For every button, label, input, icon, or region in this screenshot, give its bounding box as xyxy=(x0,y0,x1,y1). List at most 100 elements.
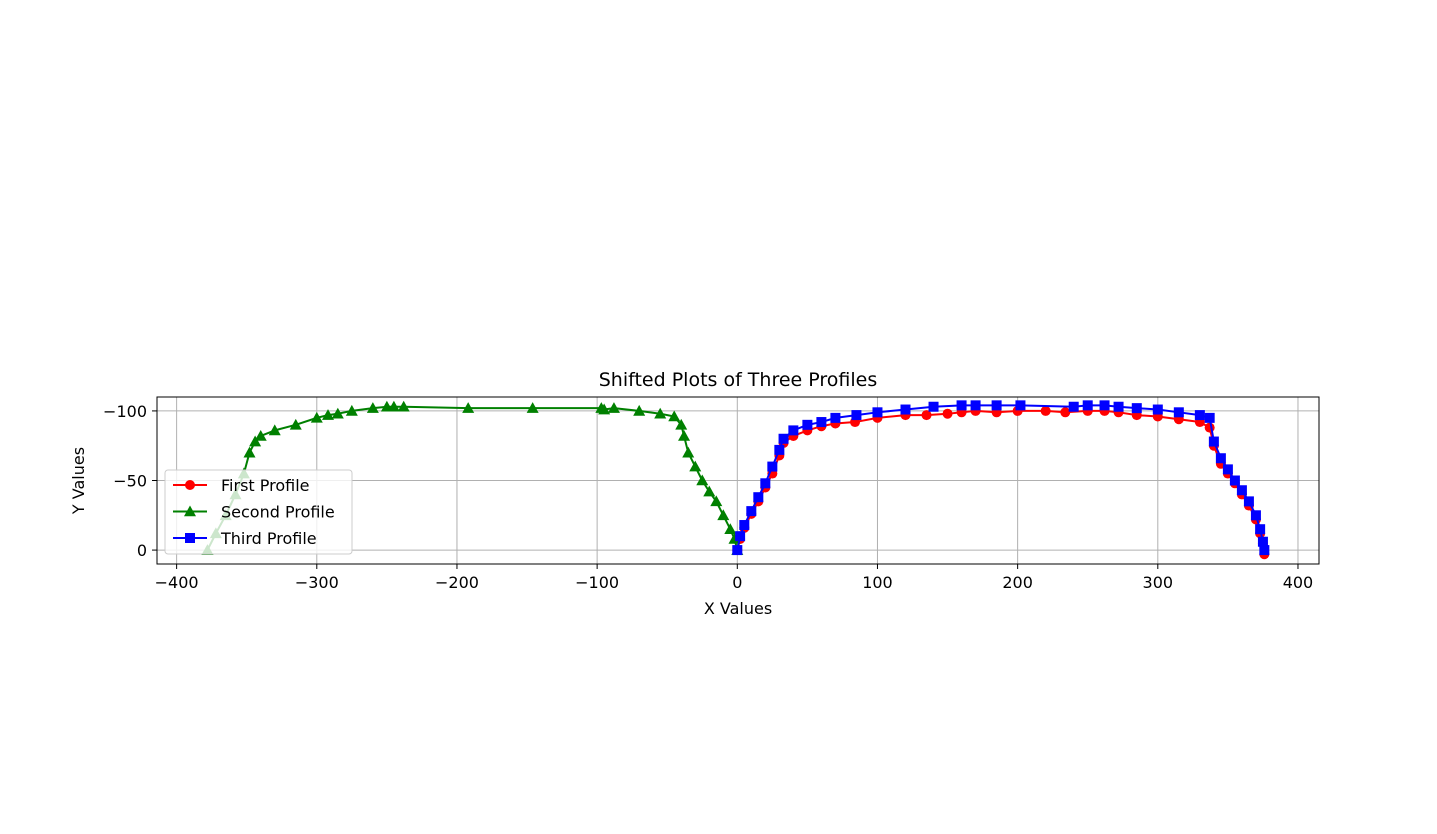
x-tick-label: −400 xyxy=(155,573,199,592)
data-point xyxy=(732,545,743,556)
data-point xyxy=(345,404,358,416)
data-point xyxy=(739,520,750,531)
legend-marker xyxy=(184,505,196,517)
x-tick-label: 200 xyxy=(1002,573,1033,592)
data-point xyxy=(724,523,737,535)
data-point xyxy=(654,407,667,419)
legend: First Profile Second Profile Third Profile xyxy=(164,469,353,555)
legend-label: Second Profile xyxy=(221,503,335,522)
chart-title: Shifted Plots of Three Profiles xyxy=(599,369,878,391)
data-point xyxy=(1208,436,1219,447)
data-point xyxy=(802,419,813,430)
data-point xyxy=(331,407,344,419)
data-point xyxy=(851,410,862,421)
data-point xyxy=(1236,485,1247,496)
y-tick-label: 0 xyxy=(137,541,147,560)
data-point xyxy=(1255,524,1266,535)
data-point xyxy=(735,531,746,542)
data-point xyxy=(774,444,785,455)
x-tick-label: 300 xyxy=(1143,573,1174,592)
x-tick-label: 0 xyxy=(732,573,742,592)
x-tick-label: −100 xyxy=(575,573,619,592)
series-area xyxy=(201,400,1270,560)
data-point xyxy=(710,495,723,507)
data-point xyxy=(249,435,262,447)
data-point xyxy=(607,402,620,413)
y-tick-label: −50 xyxy=(113,472,147,491)
data-point xyxy=(1068,401,1079,412)
data-point xyxy=(243,446,256,458)
data-point xyxy=(310,411,323,423)
data-point xyxy=(526,402,539,413)
x-tick-label: −300 xyxy=(295,573,339,592)
data-point xyxy=(322,409,335,420)
data-point xyxy=(1204,422,1215,433)
x-axis-title: X Values xyxy=(704,599,772,618)
series-3 xyxy=(732,400,1270,556)
legend-item: Third Profile xyxy=(173,529,317,548)
legend-item: First Profile xyxy=(173,476,310,495)
data-point xyxy=(1099,400,1110,411)
data-point xyxy=(991,400,1002,411)
y-tick-label: −100 xyxy=(103,402,147,421)
legend-box xyxy=(164,469,353,555)
data-point xyxy=(462,402,475,413)
data-point xyxy=(1015,400,1026,411)
data-point xyxy=(289,418,302,430)
data-point xyxy=(696,474,709,486)
data-point xyxy=(1194,410,1205,421)
data-point xyxy=(678,429,691,441)
legend-label: First Profile xyxy=(221,476,310,495)
data-point xyxy=(760,478,771,489)
axis-ticks: −400 −300 −200 −100 0 100 200 300 400 −100 −50 0 xyxy=(103,402,1313,592)
data-point xyxy=(387,400,400,412)
data-point xyxy=(1259,545,1270,556)
data-point xyxy=(1082,400,1093,411)
legend-marker xyxy=(185,533,195,543)
data-point xyxy=(788,425,799,436)
data-point xyxy=(830,412,841,423)
data-point xyxy=(753,492,764,503)
data-point xyxy=(921,410,932,421)
data-point xyxy=(956,400,967,411)
series-line xyxy=(736,404,1266,551)
data-point xyxy=(598,403,611,415)
data-point xyxy=(1060,407,1071,418)
data-point xyxy=(942,408,953,419)
plot-series xyxy=(201,400,1270,560)
y-axis-title: Y Values xyxy=(69,447,88,515)
data-point xyxy=(767,461,778,472)
data-point xyxy=(675,418,688,430)
data-point xyxy=(1152,404,1163,415)
data-point xyxy=(1250,510,1261,521)
data-point xyxy=(268,424,281,436)
data-point xyxy=(668,410,681,422)
data-point xyxy=(1257,536,1268,547)
data-point xyxy=(1215,453,1226,464)
data-point xyxy=(703,485,716,497)
data-point xyxy=(633,404,646,416)
data-point xyxy=(689,460,702,472)
data-point xyxy=(872,407,883,418)
data-point xyxy=(1040,405,1051,416)
data-point xyxy=(1222,464,1233,475)
data-point xyxy=(366,402,379,413)
legend-item: Second Profile xyxy=(173,503,335,522)
data-point xyxy=(778,433,789,444)
x-tick-label: 100 xyxy=(862,573,893,592)
data-point xyxy=(397,400,410,412)
data-point xyxy=(970,400,981,411)
x-tick-label: 400 xyxy=(1283,573,1314,592)
legend-marker xyxy=(185,480,195,490)
data-point xyxy=(746,506,757,517)
data-point xyxy=(928,401,939,412)
data-point xyxy=(1204,412,1215,423)
data-point xyxy=(900,404,911,415)
data-point xyxy=(717,509,730,521)
data-point xyxy=(1243,496,1254,507)
data-point xyxy=(682,446,695,458)
legend-label: Third Profile xyxy=(220,529,317,548)
data-point xyxy=(1229,475,1240,486)
